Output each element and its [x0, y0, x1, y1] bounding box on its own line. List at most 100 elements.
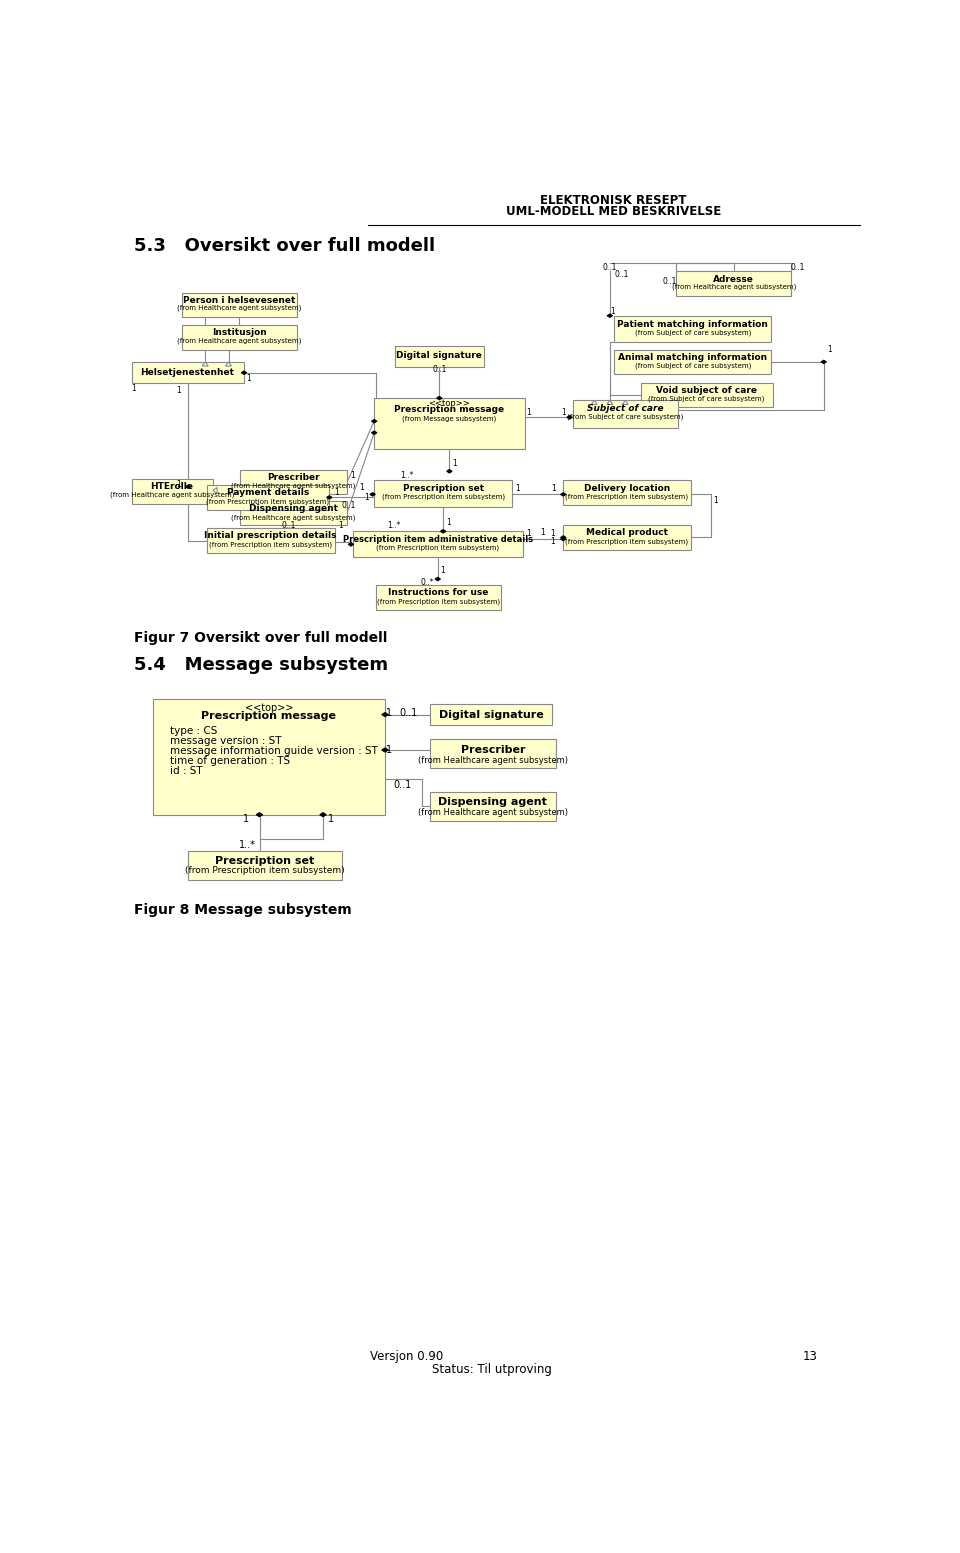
Text: 0..1: 0..1: [342, 500, 356, 509]
Text: (from Subject of care subsystem): (from Subject of care subsystem): [649, 396, 765, 402]
Text: 1: 1: [516, 485, 520, 494]
FancyBboxPatch shape: [352, 531, 523, 558]
Text: Instructions for use: Instructions for use: [389, 589, 489, 598]
Text: 0..1: 0..1: [662, 278, 677, 286]
FancyBboxPatch shape: [153, 699, 385, 815]
Polygon shape: [326, 495, 332, 499]
Text: <<top>>: <<top>>: [245, 704, 293, 713]
Text: Delivery location: Delivery location: [584, 483, 670, 492]
Text: Figur 7 Oversikt over full modell: Figur 7 Oversikt over full modell: [134, 631, 387, 644]
Polygon shape: [591, 401, 597, 404]
FancyBboxPatch shape: [374, 480, 512, 506]
Text: time of generation : TS: time of generation : TS: [170, 756, 291, 766]
Text: 1: 1: [828, 345, 832, 354]
Text: 1..*: 1..*: [239, 840, 256, 851]
FancyBboxPatch shape: [375, 585, 501, 610]
Text: 1: 1: [247, 374, 251, 384]
Text: 0..1: 0..1: [790, 264, 804, 272]
Text: 1: 1: [386, 708, 392, 717]
FancyBboxPatch shape: [396, 346, 484, 367]
Text: 1: 1: [176, 480, 180, 489]
Text: 1: 1: [132, 384, 136, 393]
Text: id : ST: id : ST: [170, 766, 203, 776]
FancyBboxPatch shape: [430, 704, 552, 725]
Text: 1: 1: [446, 519, 451, 528]
Polygon shape: [185, 485, 191, 488]
Text: Payment details: Payment details: [227, 488, 309, 497]
Text: 0..1: 0..1: [394, 781, 412, 790]
Text: Institusjon: Institusjon: [212, 328, 267, 337]
Text: message version : ST: message version : ST: [170, 736, 282, 745]
FancyBboxPatch shape: [240, 469, 348, 494]
FancyBboxPatch shape: [206, 485, 329, 509]
Polygon shape: [622, 401, 628, 404]
Text: (from Subject of care subsystem): (from Subject of care subsystem): [635, 329, 751, 335]
Text: Initial prescription details: Initial prescription details: [204, 531, 337, 540]
Polygon shape: [213, 488, 217, 494]
Text: Prescription set: Prescription set: [215, 856, 315, 867]
Polygon shape: [441, 530, 445, 533]
Text: Patient matching information: Patient matching information: [617, 320, 768, 329]
Text: <<top>>: <<top>>: [428, 399, 470, 408]
Text: Void subject of care: Void subject of care: [657, 385, 757, 394]
Text: UML-MODELL MED BESKRIVELSE: UML-MODELL MED BESKRIVELSE: [506, 205, 721, 219]
Text: 1: 1: [386, 745, 392, 755]
Text: 13: 13: [803, 1350, 817, 1364]
FancyBboxPatch shape: [182, 292, 297, 317]
Text: (from Message subsystem): (from Message subsystem): [402, 416, 496, 422]
Text: Prescription set: Prescription set: [402, 483, 484, 492]
Text: Medical product: Medical product: [586, 528, 668, 537]
Text: 1: 1: [550, 530, 555, 539]
FancyBboxPatch shape: [677, 272, 791, 297]
Text: ELEKTRONISK RESEPT: ELEKTRONISK RESEPT: [540, 194, 686, 207]
Text: (from Prescription item subsystem): (from Prescription item subsystem): [208, 540, 332, 548]
Text: Status: Til utproving: Status: Til utproving: [432, 1362, 552, 1376]
Text: (from Healthcare agent subsystem): (from Healthcare agent subsystem): [178, 304, 301, 311]
Polygon shape: [566, 416, 572, 419]
Text: Versjon 0.90: Versjon 0.90: [371, 1350, 444, 1364]
FancyBboxPatch shape: [182, 325, 297, 349]
FancyBboxPatch shape: [240, 500, 348, 525]
Text: (from Healthcare agent subsystem): (from Healthcare agent subsystem): [231, 483, 356, 489]
Text: 1..*: 1..*: [400, 472, 414, 480]
Text: 1: 1: [526, 408, 531, 418]
Polygon shape: [561, 537, 566, 540]
Text: 0..1: 0..1: [282, 520, 296, 530]
Polygon shape: [320, 812, 326, 817]
Text: 1: 1: [359, 483, 364, 492]
Text: 1: 1: [364, 492, 369, 502]
Text: 1: 1: [713, 495, 717, 505]
Polygon shape: [561, 492, 566, 495]
Polygon shape: [370, 492, 375, 495]
Polygon shape: [372, 432, 377, 435]
Text: 1: 1: [540, 528, 544, 537]
Text: HTErolle: HTErolle: [151, 481, 193, 491]
Text: Subject of care: Subject of care: [587, 404, 663, 413]
FancyBboxPatch shape: [206, 528, 335, 553]
Polygon shape: [607, 314, 612, 317]
Text: 1..*: 1..*: [388, 522, 401, 531]
FancyBboxPatch shape: [132, 478, 213, 503]
Text: 1: 1: [562, 408, 566, 418]
FancyBboxPatch shape: [132, 362, 244, 384]
FancyBboxPatch shape: [374, 398, 525, 449]
Polygon shape: [382, 713, 388, 716]
Text: 5.3   Oversikt over full modell: 5.3 Oversikt over full modell: [134, 238, 435, 255]
Polygon shape: [435, 578, 441, 581]
Text: 1: 1: [243, 814, 250, 825]
Text: 1: 1: [350, 471, 355, 480]
Text: (from Healthcare agent subsystem): (from Healthcare agent subsystem): [109, 492, 234, 499]
Text: (from Prescription item subsystem): (from Prescription item subsystem): [565, 537, 688, 545]
Polygon shape: [446, 469, 452, 474]
FancyBboxPatch shape: [614, 315, 771, 342]
FancyBboxPatch shape: [614, 349, 771, 374]
Polygon shape: [382, 749, 388, 752]
Text: 1: 1: [452, 460, 457, 467]
Text: Prescriber: Prescriber: [267, 474, 320, 481]
Text: 0..1: 0..1: [603, 264, 617, 272]
Polygon shape: [561, 536, 566, 539]
Text: (from Subject of care subsystem): (from Subject of care subsystem): [635, 362, 751, 370]
Polygon shape: [226, 362, 231, 367]
Text: 1: 1: [552, 485, 557, 494]
Text: 1: 1: [176, 385, 180, 394]
